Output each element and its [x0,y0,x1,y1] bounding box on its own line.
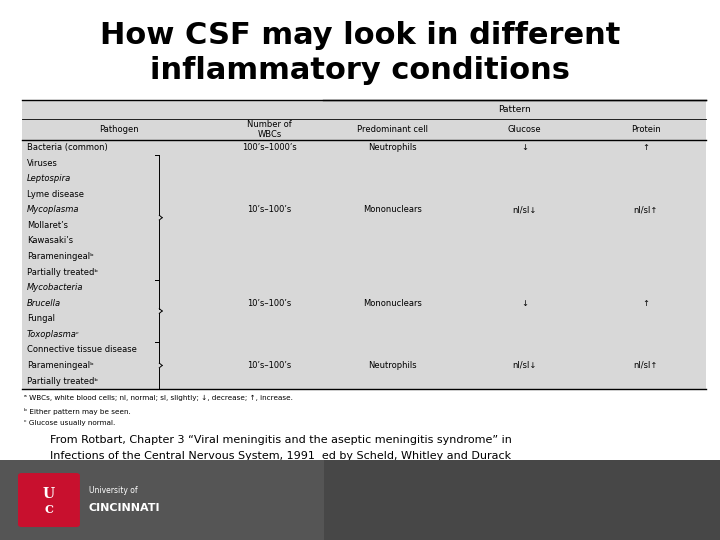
Text: Mycoplasma: Mycoplasma [27,205,79,214]
Text: inflammatory conditions: inflammatory conditions [150,56,570,85]
Text: ᶜ Glucose usually normal.: ᶜ Glucose usually normal. [24,420,115,426]
Text: From Rotbart, Chapter 3 “Viral meningitis and the aseptic meningitis syndrome” i: From Rotbart, Chapter 3 “Viral meningiti… [50,435,512,445]
Text: 100’s–1000’s: 100’s–1000’s [242,143,297,152]
Text: Mononuclears: Mononuclears [363,205,422,214]
Text: University of: University of [89,486,138,495]
FancyBboxPatch shape [22,100,706,389]
Text: Pattern: Pattern [498,105,531,114]
Text: U: U [43,487,55,501]
Text: Toxoplasmaᶜ: Toxoplasmaᶜ [27,330,80,339]
Text: Parameningealᵇ: Parameningealᵇ [27,252,94,261]
Text: Pathogen: Pathogen [99,125,139,134]
Text: Bacteria (common): Bacteria (common) [27,143,107,152]
FancyBboxPatch shape [0,460,720,540]
Text: Glucose: Glucose [508,125,541,134]
Text: ↓: ↓ [521,143,528,152]
Text: CINCINNATI: CINCINNATI [89,503,160,513]
Text: nl/sl↓: nl/sl↓ [512,205,536,214]
Text: Mollaret’s: Mollaret’s [27,221,68,230]
Text: Predominant cell: Predominant cell [357,125,428,134]
Text: Infections of the Central Nervous System, 1991  ed by Scheld, Whitley and Durack: Infections of the Central Nervous System… [50,451,511,461]
Text: ↑: ↑ [642,143,649,152]
Text: Viruses: Viruses [27,159,58,168]
Text: Partially treatedᵇ: Partially treatedᵇ [27,268,98,276]
Text: 10’s–100’s: 10’s–100’s [248,361,292,370]
Text: ↑: ↑ [642,299,649,308]
Text: 10’s–100’s: 10’s–100’s [248,299,292,308]
Text: ᵃ WBCs, white blood cells; nl, normal; sl, slightly; ↓, decrease; ↑, increase.: ᵃ WBCs, white blood cells; nl, normal; s… [24,395,292,401]
Text: C: C [45,504,53,515]
Text: Protein: Protein [631,125,661,134]
Text: Mononuclears: Mononuclears [363,299,422,308]
Text: 10’s–100’s: 10’s–100’s [248,205,292,214]
Text: Partially treatedᵇ: Partially treatedᵇ [27,376,98,386]
Text: Connective tissue disease: Connective tissue disease [27,346,137,354]
Text: Lyme disease: Lyme disease [27,190,84,199]
Text: nl/sl↑: nl/sl↑ [634,205,658,214]
Text: Fungal: Fungal [27,314,55,323]
FancyBboxPatch shape [18,473,80,527]
Text: ↓: ↓ [521,299,528,308]
Text: nl/sl↓: nl/sl↓ [512,361,536,370]
Text: Brucella: Brucella [27,299,60,308]
Text: How CSF may look in different: How CSF may look in different [100,21,620,50]
Text: Neutrophils: Neutrophils [369,143,417,152]
Text: ᵇ Either pattern may be seen.: ᵇ Either pattern may be seen. [24,408,130,415]
FancyBboxPatch shape [324,460,720,540]
Text: Number of
WBCs: Number of WBCs [247,120,292,139]
Text: Parameningealᵇ: Parameningealᵇ [27,361,94,370]
Text: Mycobacteria: Mycobacteria [27,283,83,292]
Text: Leptospira: Leptospira [27,174,71,183]
Text: nl/sl↑: nl/sl↑ [634,361,658,370]
Text: Kawasaki’s: Kawasaki’s [27,237,73,246]
Text: Neutrophils: Neutrophils [369,361,417,370]
